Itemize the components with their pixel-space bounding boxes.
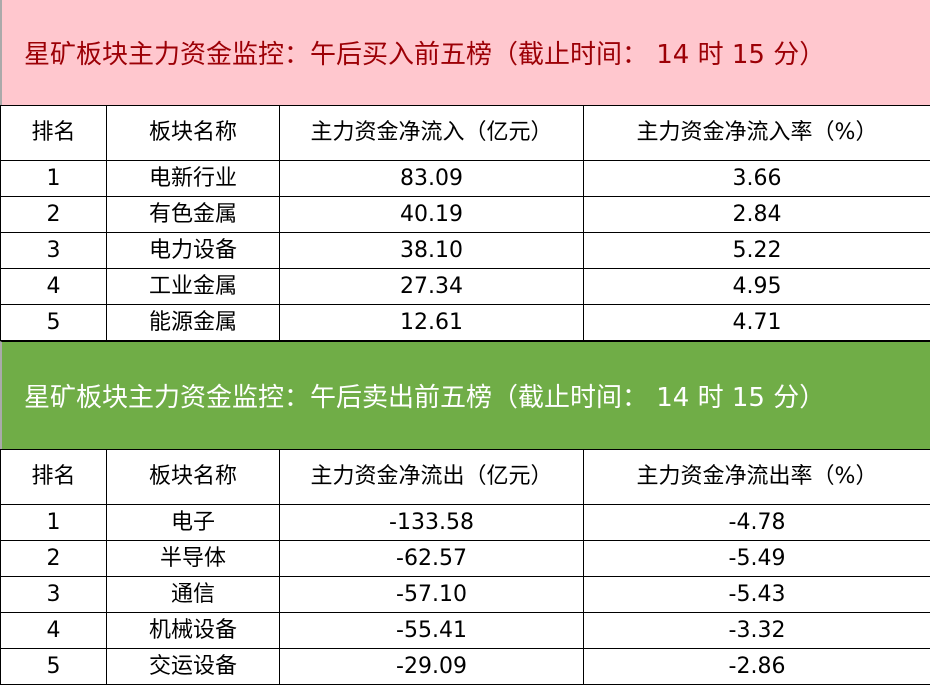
net-flow-cell: -55.41 [280,613,584,649]
rank-cell: 4 [1,269,107,305]
net-flow-rate-cell: -5.43 [584,577,930,613]
header-row: 排名板块名称主力资金净流入（亿元）主力资金净流入率（%） [1,106,930,161]
net-flow-rate-cell: 2.84 [584,197,930,233]
rank-cell: 2 [1,197,107,233]
rank-cell: 3 [1,577,107,613]
net-flow-cell: -133.58 [280,505,584,541]
net-flow-rate-cell: 3.66 [584,161,930,197]
sector-name-cell: 交运设备 [107,649,280,685]
sell-ranking-title: 星矿板块主力资金监控：午后卖出前五榜（截止时间： 14 时 15 分） [0,341,930,449]
rank-cell: 1 [1,161,107,197]
buy-ranking-title: 星矿板块主力资金监控：午后买入前五榜（截止时间： 14 时 15 分） [0,0,930,105]
rank-cell: 2 [1,541,107,577]
column-header-rank: 排名 [1,450,107,505]
column-header-net-flow: 主力资金净流出（亿元） [280,450,584,505]
net-flow-cell: 27.34 [280,269,584,305]
column-header-net-flow-rate: 主力资金净流出率（%） [584,450,930,505]
net-flow-cell: 40.19 [280,197,584,233]
rank-cell: 1 [1,505,107,541]
net-flow-rate-cell: -3.32 [584,613,930,649]
column-header-sector-name: 板块名称 [107,106,280,161]
sector-name-cell: 电新行业 [107,161,280,197]
rank-cell: 5 [1,305,107,341]
sector-name-cell: 能源金属 [107,305,280,341]
header-row: 排名板块名称主力资金净流出（亿元）主力资金净流出率（%） [1,450,930,505]
net-flow-cell: 83.09 [280,161,584,197]
net-flow-cell: -62.57 [280,541,584,577]
column-header-sector-name: 板块名称 [107,450,280,505]
net-flow-rate-cell: 5.22 [584,233,930,269]
rank-cell: 4 [1,613,107,649]
sector-name-cell: 机械设备 [107,613,280,649]
sector-name-cell: 电子 [107,505,280,541]
net-flow-rate-cell: -5.49 [584,541,930,577]
column-header-net-flow: 主力资金净流入（亿元） [280,106,584,161]
net-flow-rate-cell: 4.71 [584,305,930,341]
net-flow-rate-cell: -2.86 [584,649,930,685]
column-header-net-flow-rate: 主力资金净流入率（%） [584,106,930,161]
sector-name-cell: 通信 [107,577,280,613]
sector-name-cell: 半导体 [107,541,280,577]
net-flow-rate-cell: -4.78 [584,505,930,541]
net-flow-cell: -57.10 [280,577,584,613]
net-flow-rate-cell: 4.95 [584,269,930,305]
net-flow-cell: 12.61 [280,305,584,341]
sector-name-cell: 电力设备 [107,233,280,269]
net-flow-cell: -29.09 [280,649,584,685]
sector-name-cell: 工业金属 [107,269,280,305]
sector-name-cell: 有色金属 [107,197,280,233]
column-header-rank: 排名 [1,106,107,161]
net-flow-cell: 38.10 [280,233,584,269]
rank-cell: 3 [1,233,107,269]
rank-cell: 5 [1,649,107,685]
